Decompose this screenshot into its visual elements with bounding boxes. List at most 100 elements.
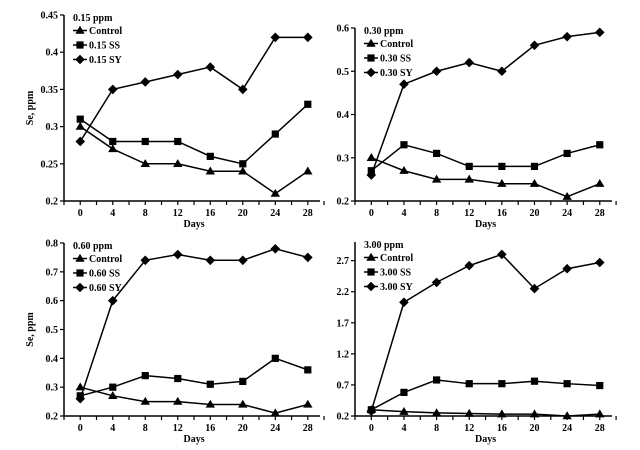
data-point [400, 141, 408, 149]
data-point [432, 149, 441, 158]
y-tick-label: 0.4 [46, 354, 59, 365]
data-point [464, 260, 475, 271]
legend-marker [367, 54, 375, 62]
y-tick-label: 0.4 [337, 110, 350, 121]
legend-marker [75, 253, 85, 262]
x-tick-label: 24 [562, 208, 572, 219]
x-tick-label: 28 [303, 423, 313, 434]
data-point [366, 153, 377, 161]
legend-label: 0.60 SS [89, 269, 121, 280]
legend-label: Control [380, 39, 413, 50]
data-point [205, 62, 216, 72]
x-axis-label: Days [183, 434, 204, 445]
x-tick-label: 20 [529, 423, 539, 434]
x-tick-label: 28 [303, 208, 313, 219]
legend-label: Control [89, 254, 122, 265]
data-point [108, 391, 118, 400]
data-point [464, 57, 475, 68]
data-point [431, 66, 442, 77]
series-line [371, 157, 601, 198]
legend-title: 0.60 ppm [73, 241, 113, 252]
data-point [270, 32, 281, 43]
x-tick-label: 4 [110, 208, 115, 219]
y-tick-label: 1.7 [337, 318, 350, 329]
data-point [75, 393, 86, 404]
panel-3: 0.2 0.3 0.4 0.5 0.6 0.7 0.8 0 4 8 12 16 20 24 28 Days Se… [25, 239, 325, 445]
x-axis-label: Days [475, 434, 496, 445]
y-tick-label: 0.4 [46, 48, 59, 59]
legend-title: 0.15 ppm [73, 13, 113, 24]
x-tick-label: 0 [78, 208, 83, 219]
data-point [303, 252, 313, 263]
data-point [432, 376, 441, 384]
legend-marker [75, 282, 85, 293]
panel-1: 0.2 0.25 0.3 0.35 0.4 0.45 0 4 8 12 16 20 24 28 Days Se… [25, 11, 325, 230]
x-axis-label: Days [475, 219, 496, 230]
y-tick-label: 0.3 [337, 153, 350, 164]
data-point [173, 396, 183, 405]
legend-label: 0.15 SS [89, 41, 121, 52]
data-point [400, 388, 408, 396]
x-tick-label: 4 [401, 208, 406, 219]
data-point [595, 179, 605, 187]
data-point [237, 255, 248, 266]
data-point [464, 174, 474, 183]
panel-4: 0.2 0.7 1.2 1.7 2.2 2.7 0 4 8 12 16 20 24 28 Days 3.00 … [337, 240, 617, 445]
data-point [304, 366, 312, 374]
data-point [109, 383, 117, 391]
x-tick-label: 24 [562, 423, 572, 434]
data-point [594, 27, 605, 38]
data-point [141, 372, 149, 380]
series-line [371, 409, 600, 417]
x-tick-label: 4 [401, 423, 406, 434]
data-point [205, 255, 216, 266]
legend-marker [75, 25, 85, 34]
data-point [239, 377, 247, 385]
x-axis-label: Days [183, 219, 204, 230]
data-point [529, 179, 540, 187]
data-point [399, 166, 409, 174]
y-tick-label: 0.3 [46, 122, 59, 133]
data-point [271, 354, 279, 362]
data-point [304, 100, 312, 108]
data-point [238, 399, 248, 408]
data-point [75, 136, 86, 147]
y-tick-label: 2.7 [337, 256, 350, 267]
data-point [238, 166, 248, 175]
data-point [498, 162, 506, 170]
x-tick-label: 8 [143, 423, 148, 434]
data-point [530, 377, 539, 385]
legend-marker [76, 41, 84, 49]
x-tick-label: 16 [497, 208, 507, 219]
data-point [366, 170, 377, 180]
series-line [80, 386, 309, 414]
legend-label: 0.30 SY [380, 68, 414, 79]
data-point [303, 399, 313, 408]
data-point [107, 295, 118, 306]
x-tick-label: 24 [270, 208, 280, 219]
series-triangle [366, 153, 605, 200]
y-tick-label: 0.25 [41, 159, 59, 170]
data-point [497, 249, 507, 260]
legend-label: 0.60 SY [89, 283, 123, 294]
legend-marker [366, 252, 376, 261]
y-tick-label: 0.8 [46, 239, 59, 250]
data-point [174, 374, 182, 383]
x-tick-label: 4 [110, 423, 115, 434]
x-tick-label: 0 [78, 423, 83, 434]
data-point [431, 408, 442, 417]
x-tick-label: 8 [434, 208, 439, 219]
data-point [76, 115, 84, 123]
legend-label: 0.15 SY [89, 55, 123, 66]
data-point [172, 69, 183, 80]
y-tick-label: 0.45 [41, 11, 59, 22]
data-point [497, 179, 507, 187]
data-point [596, 141, 604, 149]
series-triangle [75, 121, 313, 197]
x-tick-label: 12 [464, 423, 474, 434]
y-tick-label: 0.2 [46, 197, 59, 208]
data-point [529, 40, 540, 51]
data-point [530, 162, 539, 170]
y-tick-label: 0.7 [337, 380, 350, 391]
data-point [239, 160, 247, 168]
